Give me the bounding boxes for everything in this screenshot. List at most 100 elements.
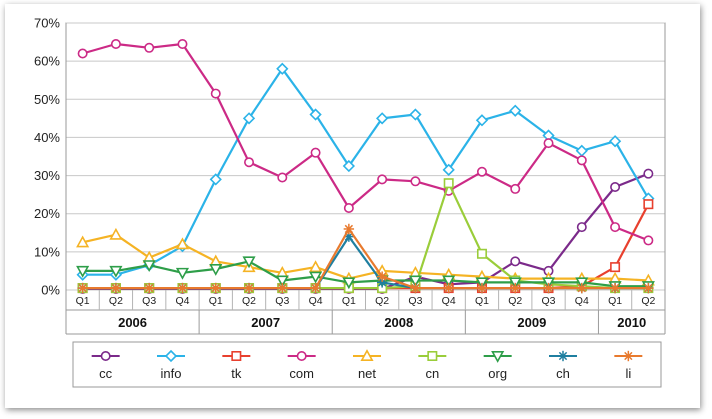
series-com <box>77 38 654 246</box>
point-net <box>309 260 323 273</box>
point-com <box>77 48 88 59</box>
x-tick-label: Q1 <box>342 295 356 307</box>
point-org <box>209 264 223 276</box>
point-li <box>476 282 488 294</box>
y-tick-label: 20% <box>34 206 60 221</box>
point-com <box>310 147 321 158</box>
point-li <box>210 282 221 294</box>
year-label: 2009 <box>517 315 546 330</box>
point-li <box>110 282 122 294</box>
year-label: 2010 <box>617 315 646 330</box>
x-tick-label: Q4 <box>175 295 189 307</box>
point-com <box>476 166 487 177</box>
legend-item-ch: ch <box>549 350 577 381</box>
legend-item-cc: cc <box>91 350 120 381</box>
x-tick-label: Q4 <box>442 295 456 307</box>
point-tk <box>610 262 621 273</box>
legend-item-org: org <box>483 350 512 381</box>
x-tick-label: Q1 <box>76 295 90 307</box>
point-li <box>643 282 654 294</box>
legend-marker <box>623 350 634 362</box>
x-tick-label: Q3 <box>275 295 289 307</box>
legend-label: com <box>289 366 314 381</box>
legend-label: info <box>161 366 182 381</box>
point-li <box>343 223 355 235</box>
marker-stroke <box>511 283 520 293</box>
point-info <box>242 112 256 125</box>
point-org <box>309 271 323 284</box>
legend-marker <box>231 350 242 361</box>
x-tick-label: Q4 <box>309 295 323 307</box>
y-tick-label: 70% <box>34 16 60 31</box>
x-tick-label: Q2 <box>242 295 256 307</box>
legend-item-tk: tk <box>222 350 251 381</box>
x-tick-label: Q2 <box>375 295 389 307</box>
point-com <box>277 172 288 183</box>
point-info <box>342 159 355 173</box>
point-cc <box>510 256 521 267</box>
point-com <box>410 176 421 187</box>
point-info <box>608 135 622 148</box>
marker-stroke <box>145 283 154 293</box>
point-com <box>343 202 354 213</box>
legend-label: org <box>488 366 507 381</box>
line-chart: 0% 10% 20% 30% 40% 50% 60% 70% Q1 Q2 Q3 Q4 Q1 Q2 Q3 Q4… <box>34 16 666 388</box>
marker-stroke <box>278 283 287 293</box>
point-com <box>510 183 521 194</box>
point-net <box>109 227 123 240</box>
legend-marker <box>164 349 178 363</box>
legend-item-info: info <box>157 349 185 381</box>
point-org <box>76 265 90 278</box>
point-info <box>209 173 222 186</box>
point-info <box>376 112 389 125</box>
marker-stroke <box>558 351 568 361</box>
x-tick-label: Q2 <box>641 295 655 307</box>
point-org <box>242 256 256 269</box>
legend-label: ch <box>556 366 570 381</box>
legend-label: tk <box>231 366 242 381</box>
point-com <box>244 157 255 168</box>
marker-stroke <box>444 283 453 293</box>
marker-stroke <box>111 283 121 293</box>
marker-stroke <box>544 283 553 293</box>
x-tick-label: Q2 <box>508 295 522 307</box>
point-com <box>576 155 587 166</box>
chart-frame: 0% 10% 20% 30% 40% 50% 60% 70% Q1 Q2 Q3 Q4 Q1 Q2 Q3 Q4… <box>5 4 700 408</box>
legend-label: cc <box>99 366 113 381</box>
marker-stroke <box>477 283 487 293</box>
year-label: 2007 <box>251 315 280 330</box>
x-tick-label: Q3 <box>408 295 422 307</box>
point-li <box>177 282 188 294</box>
x-tick-label: Q2 <box>109 295 123 307</box>
marker-stroke <box>577 283 586 293</box>
marker-stroke <box>610 283 620 293</box>
legend-marker <box>360 349 374 362</box>
x-tick-label: Q1 <box>608 295 622 307</box>
point-li <box>243 282 255 294</box>
point-info <box>475 114 489 127</box>
point-org <box>442 275 456 288</box>
point-com <box>144 42 155 53</box>
series-line-org <box>82 260 649 288</box>
legend-item-net: net <box>353 349 381 381</box>
x-axis: Q1 Q2 Q3 Q4 Q1 Q2 Q3 Q4 Q1 Q2 Q3 Q4 Q1 Q2 Q3 Q4 Q1 Q2 2006… <box>65 23 666 335</box>
point-com <box>210 88 221 99</box>
plot-area <box>65 22 666 291</box>
point-li <box>143 282 155 294</box>
point-org <box>175 267 190 280</box>
axes: 0% 10% 20% 30% 40% 50% 60% 70% <box>34 16 60 298</box>
marker-stroke <box>644 283 653 293</box>
x-tick-label: Q3 <box>542 295 556 307</box>
legend-marker <box>491 350 505 363</box>
point-org <box>142 260 156 273</box>
point-net <box>76 235 90 248</box>
point-li <box>277 282 288 294</box>
point-li <box>77 282 88 294</box>
point-li <box>510 282 521 294</box>
legend-marker <box>100 350 111 361</box>
y-tick-label: 0% <box>41 283 60 298</box>
legend-marker <box>557 350 569 362</box>
marker-stroke <box>178 283 187 293</box>
point-cc <box>610 182 621 193</box>
marker-stroke <box>377 272 387 281</box>
